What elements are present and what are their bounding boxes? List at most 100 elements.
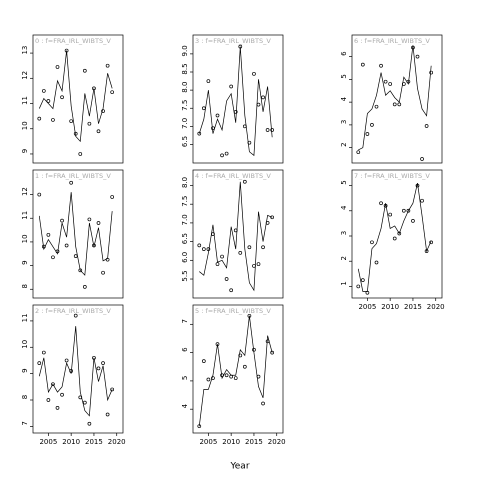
y-tick-label: 3 [340, 120, 348, 124]
point [424, 124, 429, 128]
point [397, 102, 402, 107]
point [96, 129, 101, 134]
point [388, 212, 393, 217]
point [69, 180, 74, 185]
point [46, 232, 51, 237]
panel-title: 3 : f=FRA_IRL_WIBTS_V [195, 37, 271, 45]
panel [351, 34, 443, 164]
point [233, 228, 238, 233]
point [64, 358, 69, 363]
point [105, 257, 110, 262]
point [206, 377, 211, 382]
x-tick-label: 2005 [39, 438, 57, 446]
point [215, 113, 220, 118]
point [261, 95, 265, 100]
x-tick-label: 2020 [427, 303, 445, 311]
point [82, 285, 87, 289]
line [38, 50, 113, 143]
point [87, 217, 92, 222]
point [215, 262, 220, 266]
y-tick-label: 9.0 [181, 45, 189, 56]
point [96, 221, 101, 225]
y-tick-label: 12 [21, 71, 29, 80]
panel-title: 7 : f=FRA_IRL_WIBTS_V [354, 172, 430, 180]
point [211, 376, 215, 380]
point [406, 79, 411, 84]
point [96, 366, 101, 371]
point [41, 244, 46, 249]
y-tick-label: 2 [340, 142, 348, 146]
y-tick-label: 8.0 [181, 177, 189, 188]
y-tick-label: 7 [181, 319, 189, 323]
x-tick-label: 2015 [245, 438, 263, 446]
y-tick-label: 6 [181, 347, 189, 352]
point [101, 270, 105, 275]
point [46, 398, 51, 402]
line [198, 46, 273, 157]
point [55, 249, 60, 254]
line [38, 326, 113, 417]
point [261, 245, 265, 250]
point [51, 118, 55, 122]
point [242, 124, 247, 129]
y-tick-label: 10 [21, 121, 29, 130]
point [370, 240, 374, 245]
y-tick-label: 6.0 [181, 252, 189, 263]
y-tick-label: 11 [21, 96, 29, 105]
panel [192, 34, 284, 164]
point [374, 260, 379, 265]
point [78, 268, 83, 273]
point [424, 249, 429, 253]
y-tick-label: 2 [340, 256, 348, 260]
y-tick-label: 11 [21, 211, 29, 220]
point [101, 109, 105, 113]
point [110, 195, 115, 199]
point [370, 123, 374, 127]
point [224, 151, 229, 156]
point [206, 247, 211, 251]
point [270, 128, 275, 132]
point [37, 116, 42, 121]
panel-title: 6 : f=FRA_IRL_WIBTS_V [354, 37, 430, 45]
y-tick-label: 7.0 [181, 214, 189, 225]
point [73, 131, 78, 136]
panel [32, 34, 124, 164]
point [406, 208, 411, 213]
panel [32, 304, 124, 434]
line [38, 192, 113, 276]
point [265, 221, 270, 225]
point [270, 350, 275, 355]
point [356, 284, 361, 289]
y-tick-label: 8.5 [181, 63, 189, 74]
point [401, 208, 406, 213]
point [87, 121, 92, 126]
point [238, 250, 243, 255]
point [220, 153, 224, 158]
y-tick-label: 11 [21, 313, 29, 322]
point [247, 313, 252, 318]
panel [192, 169, 284, 299]
y-tick-label: 4 [181, 403, 189, 408]
point [69, 369, 74, 373]
line [199, 181, 273, 292]
y-tick-label: 6 [340, 51, 348, 56]
point [265, 339, 270, 344]
y-tick-label: 8.0 [181, 82, 189, 93]
point [211, 126, 215, 131]
point [105, 412, 110, 417]
panel [351, 169, 443, 299]
point [78, 395, 83, 400]
point [60, 392, 64, 397]
point [360, 62, 365, 67]
point [92, 355, 96, 360]
x-tick-label: 2020 [268, 438, 286, 446]
point [233, 376, 238, 380]
x-tick-label: 2005 [199, 438, 217, 446]
y-tick-label: 10 [21, 234, 29, 243]
point [383, 203, 388, 208]
panel [32, 169, 124, 299]
point [73, 313, 78, 318]
point [82, 68, 87, 73]
point [41, 89, 46, 93]
point [252, 71, 256, 76]
